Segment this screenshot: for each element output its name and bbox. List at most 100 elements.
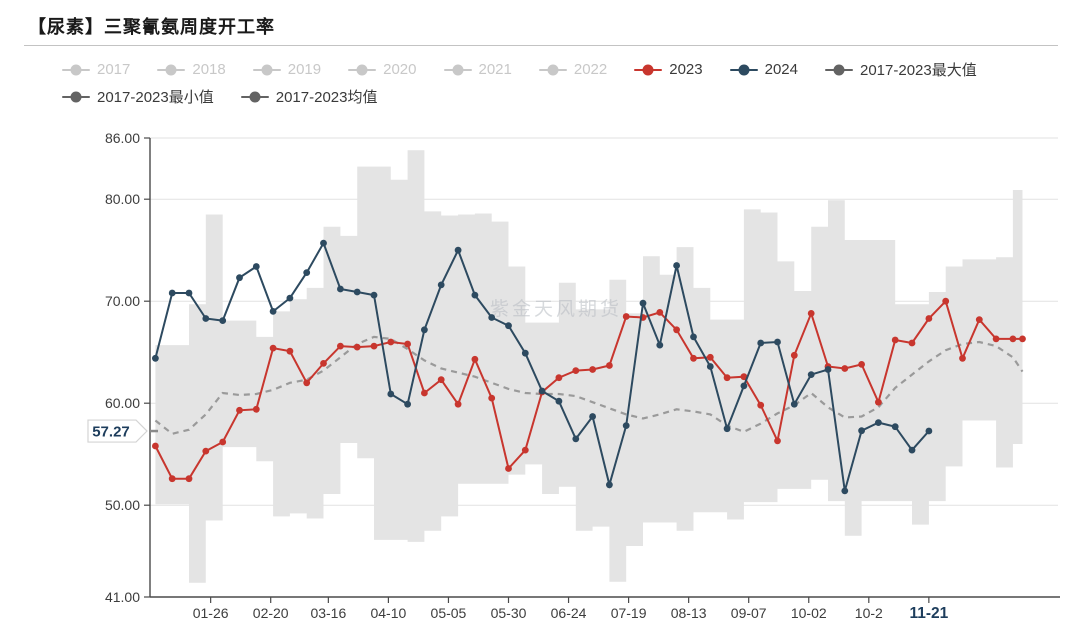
series-2024-point xyxy=(421,326,428,333)
series-2024-point xyxy=(303,269,310,276)
series-2023-point xyxy=(438,376,445,383)
series-2024-point xyxy=(236,274,243,281)
current-value-label: 57.27 xyxy=(92,424,130,441)
series-2024-point xyxy=(472,292,479,299)
series-2024-point xyxy=(825,366,832,373)
series-2023-point xyxy=(303,379,310,386)
series-2024-point xyxy=(202,315,209,322)
y-tick-label: 41.00 xyxy=(105,589,140,605)
series-2023-point xyxy=(253,406,260,413)
series-2024-point xyxy=(875,419,882,426)
series-2024-point xyxy=(774,339,781,346)
series-2023-point xyxy=(690,355,697,362)
x-axis-labels: 01-2602-2003-1604-1005-0505-3006-2407-19… xyxy=(193,597,949,622)
series-2024-point xyxy=(841,488,848,495)
series-2024-point xyxy=(438,282,445,289)
series-2024-point xyxy=(909,447,916,454)
series-2023-point xyxy=(606,362,613,369)
y-tick-label: 86.00 xyxy=(105,130,140,146)
x-tick-label-current: 11-21 xyxy=(909,605,948,622)
series-2023-point xyxy=(270,345,277,352)
x-tick-label: 04-10 xyxy=(370,605,406,621)
series-2024-point xyxy=(724,425,731,432)
series-2023-point xyxy=(169,475,176,482)
series-2023-point xyxy=(926,315,933,322)
series-2023-point xyxy=(505,465,512,472)
series-2024-point xyxy=(892,423,899,430)
series-2024-point xyxy=(371,292,378,299)
series-2023-point xyxy=(421,390,428,397)
x-tick-label: 08-13 xyxy=(671,605,707,621)
series-2024-point xyxy=(169,290,176,297)
series-2023-point xyxy=(1019,336,1026,343)
series-2024-point xyxy=(556,398,563,405)
y-tick-label: 70.00 xyxy=(105,293,140,309)
series-2024-point xyxy=(673,262,680,269)
series-2024-point xyxy=(337,286,344,293)
series-2023-point xyxy=(774,438,781,445)
series-2024-point xyxy=(186,290,193,297)
x-tick-label: 02-20 xyxy=(253,605,289,621)
series-2023-point xyxy=(1010,336,1017,343)
series-2023-point xyxy=(488,395,495,402)
series-2024-point xyxy=(623,422,630,429)
series-2024-point xyxy=(808,371,815,378)
series-2023-point xyxy=(791,352,798,359)
series-2023-point xyxy=(387,339,394,346)
series-2024-point xyxy=(656,342,663,349)
series-2023-point xyxy=(320,360,327,367)
series-2023-point xyxy=(287,348,294,355)
series-2023-point xyxy=(841,365,848,372)
y-tick-label: 60.00 xyxy=(105,395,140,411)
series-2024-point xyxy=(287,295,294,302)
series-2023-point xyxy=(623,313,630,320)
series-2024-point xyxy=(707,363,714,370)
series-2023-point xyxy=(572,367,579,374)
minmax-band xyxy=(155,150,1022,583)
x-tick-label: 06-24 xyxy=(551,605,587,621)
y-axis-labels: 86.0080.0070.0060.0050.0041.00 xyxy=(105,130,150,605)
series-2024-point xyxy=(589,413,596,420)
series-2024-point xyxy=(404,401,411,408)
series-2024-point xyxy=(320,240,327,247)
series-2023-point xyxy=(959,355,966,362)
series-2023-point xyxy=(858,361,865,368)
series-2023-point xyxy=(724,374,731,381)
series-2023-point xyxy=(589,366,596,373)
x-tick-label: 10-02 xyxy=(791,605,827,621)
series-2023-point xyxy=(707,354,714,361)
series-2023-point xyxy=(673,326,680,333)
series-2023-point xyxy=(808,310,815,317)
series-2023-point xyxy=(875,399,882,406)
series-2023-point xyxy=(757,402,764,409)
chart-canvas: 紫金天风期货86.0080.0070.0060.0050.0041.0001-2… xyxy=(0,0,1080,630)
series-2024-point xyxy=(640,300,647,307)
x-tick-label: 05-30 xyxy=(491,605,527,621)
series-2024-point xyxy=(606,481,613,488)
series-2024-point xyxy=(488,314,495,321)
series-2023-point xyxy=(522,447,529,454)
series-2024-point xyxy=(522,350,529,357)
series-2024-point xyxy=(270,308,277,315)
watermark: 紫金天风期货 xyxy=(490,298,622,320)
series-2024-point xyxy=(219,317,226,324)
series-2023-point xyxy=(202,448,209,455)
y-tick-label: 50.00 xyxy=(105,497,140,513)
series-2023-point xyxy=(455,401,462,408)
series-2024-point xyxy=(926,428,933,435)
series-2024-point xyxy=(387,391,394,398)
series-2024-point xyxy=(741,383,748,390)
series-2024-point xyxy=(757,340,764,347)
series-2023-point xyxy=(337,343,344,350)
x-tick-label: 03-16 xyxy=(310,605,346,621)
x-tick-label: 10-2 xyxy=(855,605,883,621)
series-2023-point xyxy=(942,298,949,305)
x-tick-label: 09-07 xyxy=(731,605,767,621)
series-2023-point xyxy=(976,316,983,323)
series-2023-point xyxy=(152,443,159,450)
series-2024-point xyxy=(858,427,865,434)
series-2023-point xyxy=(219,439,226,446)
series-2023-point xyxy=(892,337,899,344)
x-tick-label: 01-26 xyxy=(193,605,229,621)
series-2024-point xyxy=(152,355,159,362)
